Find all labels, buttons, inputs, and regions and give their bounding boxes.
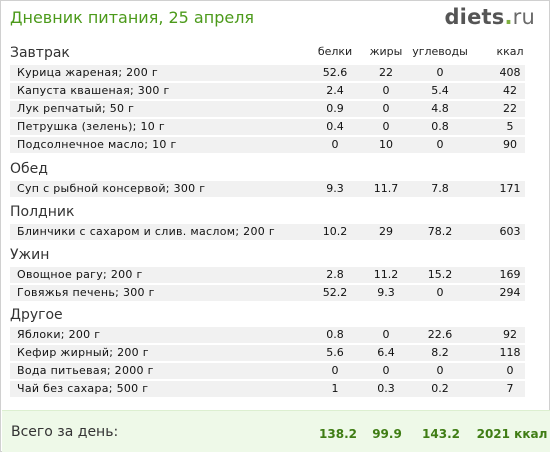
food-row: Чай без сахара; 500 г 1 0.3 0.2 7	[10, 381, 525, 397]
carbs-value: 4.8	[431, 102, 449, 115]
kcal-value: 90	[503, 138, 517, 151]
protein-value: 2.4	[326, 84, 344, 97]
protein-value: 0	[331, 138, 339, 151]
carbs-value: 0.2	[431, 382, 449, 395]
carbs-value: 15.2	[427, 268, 453, 281]
food-name: Лук репчатый; 50 г	[17, 102, 135, 115]
food-name: Овощное рагу; 200 г	[17, 268, 143, 281]
col-header-fat: жиры	[369, 45, 403, 58]
protein-value: 1	[331, 382, 339, 395]
protein-value: 52.6	[322, 66, 348, 79]
kcal-value: 408	[499, 66, 521, 79]
fat-value: 0	[382, 364, 390, 377]
section-heading: Завтрак	[10, 45, 70, 61]
protein-value: 0.4	[326, 120, 344, 133]
food-row: Говяжья печень; 300 г 52.2 9.3 0 294	[10, 285, 525, 301]
carbs-value: 78.2	[427, 225, 453, 238]
carbs-value: 0.8	[431, 120, 449, 133]
carbs-value: 8.2	[431, 346, 449, 359]
section-heading: Полдник	[10, 204, 75, 220]
total-label: Всего за день:	[11, 424, 119, 440]
fat-value: 0	[382, 102, 390, 115]
fat-value: 11.2	[373, 268, 399, 281]
section-heading: Обед	[10, 161, 48, 177]
food-name: Суп с рыбной консервой; 300 г	[17, 182, 206, 195]
fat-value: 29	[379, 225, 393, 238]
fat-value: 22	[379, 66, 393, 79]
carbs-value: 22.6	[427, 328, 453, 341]
food-name: Блинчики с сахаром и слив. маслом; 200 г	[17, 225, 275, 238]
food-row: Суп с рыбной консервой; 300 г 9.3 11.7 7.8 1…	[10, 181, 525, 197]
logo-tld: ru	[512, 5, 535, 29]
protein-value: 5.6	[326, 346, 344, 359]
fat-value: 0	[382, 328, 390, 341]
col-header-protein: белки	[317, 45, 353, 58]
food-row: Петрушка (зелень); 10 г 0.4 0 0.8 5	[10, 119, 525, 135]
food-row: Подсолнечное масло; 10 г 0 10 0 90	[10, 137, 525, 153]
fat-value: 10	[379, 138, 393, 151]
total-fat: 99.9	[372, 427, 402, 441]
daily-total-bar: Всего за день: 138.2 99.9 143.2 2021 кка…	[2, 410, 550, 452]
carbs-value: 5.4	[431, 84, 449, 97]
kcal-value: 5	[506, 120, 514, 133]
food-name: Петрушка (зелень); 10 г	[17, 120, 165, 133]
food-row: Кефир жирный; 200 г 5.6 6.4 8.2 118	[10, 345, 525, 361]
food-row: Блинчики с сахаром и слив. маслом; 200 г…	[10, 224, 525, 240]
kcal-value: 42	[503, 84, 517, 97]
food-row: Яблоки; 200 г 0.8 0 22.6 92	[10, 327, 525, 343]
total-kcal: 2021 ккал	[476, 427, 548, 441]
carbs-value: 0	[436, 138, 444, 151]
food-row: Вода питьевая; 2000 г 0 0 0 0	[10, 363, 525, 379]
carbs-value: 0	[436, 286, 444, 299]
protein-value: 2.8	[326, 268, 344, 281]
food-row: Курица жареная; 200 г 52.6 22 0 408	[10, 65, 525, 81]
food-name: Курица жареная; 200 г	[17, 66, 158, 79]
logo-dot: .	[504, 5, 513, 29]
kcal-value: 92	[503, 328, 517, 341]
kcal-value: 603	[499, 225, 521, 238]
kcal-value: 0	[506, 364, 514, 377]
col-header-carbs: углеводы	[412, 45, 468, 58]
food-row: Лук репчатый; 50 г 0.9 0 4.8 22	[10, 101, 525, 117]
kcal-value: 118	[499, 346, 521, 359]
col-header-kcal: ккал	[496, 45, 524, 58]
logo-name: diets	[444, 5, 505, 29]
protein-value: 9.3	[326, 182, 344, 195]
kcal-value: 169	[499, 268, 521, 281]
fat-value: 6.4	[377, 346, 395, 359]
protein-value: 0	[331, 364, 339, 377]
protein-value: 0.8	[326, 328, 344, 341]
page-title: Дневник питания, 25 апреля	[10, 8, 255, 27]
fat-value: 9.3	[377, 286, 395, 299]
section-heading: Другое	[10, 307, 63, 323]
food-name: Яблоки; 200 г	[17, 328, 101, 341]
fat-value: 0	[382, 84, 390, 97]
fat-value: 0.3	[377, 382, 395, 395]
kcal-value: 7	[506, 382, 514, 395]
protein-value: 0.9	[326, 102, 344, 115]
food-name: Кефир жирный; 200 г	[17, 346, 149, 359]
food-row: Капуста квашеная; 300 г 2.4 0 5.4 42	[10, 83, 525, 99]
fat-value: 11.7	[373, 182, 399, 195]
total-protein: 138.2	[319, 427, 357, 441]
food-name: Говяжья печень; 300 г	[17, 286, 155, 299]
site-logo[interactable]: diets.ru	[444, 5, 535, 29]
kcal-value: 171	[499, 182, 521, 195]
protein-value: 52.2	[322, 286, 348, 299]
carbs-value: 0	[436, 364, 444, 377]
carbs-value: 0	[436, 66, 444, 79]
carbs-value: 7.8	[431, 182, 449, 195]
fat-value: 0	[382, 120, 390, 133]
food-name: Подсолнечное масло; 10 г	[17, 138, 177, 151]
total-carbs: 143.2	[422, 427, 460, 441]
protein-value: 10.2	[322, 225, 348, 238]
food-row: Овощное рагу; 200 г 2.8 11.2 15.2 169	[10, 267, 525, 283]
food-name: Капуста квашеная; 300 г	[17, 84, 170, 97]
food-name: Вода питьевая; 2000 г	[17, 364, 154, 377]
kcal-value: 22	[503, 102, 517, 115]
kcal-value: 294	[499, 286, 521, 299]
section-heading: Ужин	[10, 247, 50, 263]
food-name: Чай без сахара; 500 г	[17, 382, 149, 395]
